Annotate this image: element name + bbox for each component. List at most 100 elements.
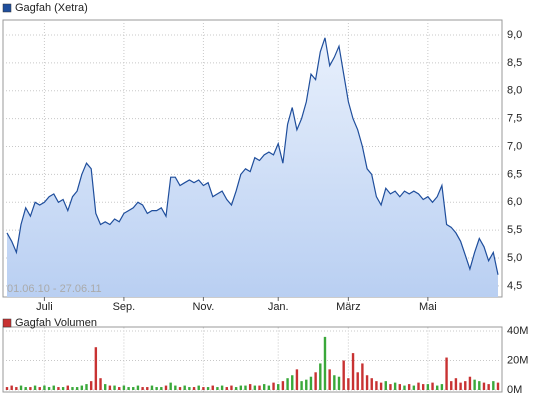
legend-label: Gagfah (Xetra) — [15, 2, 88, 14]
volume-bar — [300, 381, 303, 390]
volume-bar — [29, 387, 32, 390]
volume-bar — [333, 375, 336, 390]
volume-bar — [113, 385, 116, 390]
volume-bar — [164, 385, 168, 390]
volume-bar — [445, 357, 448, 390]
volume-bar — [136, 385, 140, 390]
volume-bar — [323, 336, 327, 390]
volume-bar — [15, 387, 18, 390]
volume-bar — [295, 369, 299, 390]
volume-bar — [206, 387, 210, 390]
x-tick-label: Jan. — [268, 301, 289, 313]
volume-bar — [258, 385, 261, 390]
volume-bar — [5, 387, 9, 390]
volume-bar — [239, 385, 243, 390]
legend-label: Gagfah Volumen — [15, 317, 97, 329]
volume-bar — [253, 385, 257, 390]
legend-swatch — [2, 3, 12, 13]
volume-bar — [10, 385, 13, 390]
volume-bar — [178, 387, 182, 390]
volume-bar — [80, 385, 84, 390]
volume-bar — [286, 378, 289, 390]
volume-bar — [174, 385, 177, 390]
volume-bar — [248, 384, 252, 390]
volume-bar — [398, 384, 401, 390]
x-tick-label: Mai — [419, 301, 437, 313]
y-tick-label: 7,5 — [507, 113, 522, 125]
volume-bar — [478, 381, 481, 390]
volume-bar — [85, 384, 88, 390]
volume-bar — [104, 384, 107, 390]
y-tick-label: 20M — [507, 354, 528, 366]
volume-bar — [19, 385, 23, 390]
volume-bar — [89, 381, 93, 390]
volume-bar — [291, 375, 294, 390]
volume-bar — [230, 385, 233, 390]
x-tick-label: Sep. — [113, 301, 136, 313]
volume-bar — [132, 387, 135, 390]
volume-bar — [160, 387, 163, 390]
y-tick-label: 5,0 — [507, 252, 522, 264]
volume-bar — [370, 378, 373, 390]
volume-bar — [482, 382, 486, 390]
volume-bar — [412, 385, 416, 390]
volume-bar — [384, 381, 387, 390]
volume-bar — [225, 387, 228, 390]
volume-bar — [197, 385, 200, 390]
volume-bar — [407, 384, 411, 390]
volume-bar — [272, 382, 275, 390]
volume-bar — [440, 384, 444, 390]
volume-bar — [426, 384, 430, 390]
volume-bar — [309, 376, 313, 390]
x-tick-label: März — [336, 301, 360, 313]
volume-bar — [141, 387, 144, 390]
volume-bar — [202, 387, 205, 390]
y-tick-label: 8,5 — [507, 57, 522, 69]
volume-bar — [150, 385, 154, 390]
volume-bar — [277, 384, 280, 390]
y-tick-label: 0M — [507, 384, 522, 396]
volume-bar — [281, 381, 285, 390]
volume-bar — [211, 385, 214, 390]
y-tick-label: 7,0 — [507, 140, 522, 152]
volume-panel — [2, 326, 503, 393]
volume-bar — [328, 369, 331, 390]
x-tick-label: Juli — [36, 301, 53, 313]
volume-bar — [122, 385, 126, 390]
volume-bar — [347, 378, 350, 390]
volume-bar — [183, 385, 186, 390]
volume-bar — [71, 387, 74, 390]
volume-bar — [365, 375, 369, 390]
volume-bar — [52, 385, 55, 390]
volume-bar — [361, 363, 364, 390]
volume-bar — [337, 376, 341, 390]
volume-bar — [356, 372, 359, 390]
legend-swatch — [2, 318, 12, 328]
volume-bar — [94, 347, 98, 390]
price-line — [6, 37, 499, 275]
volume-bar — [43, 385, 46, 390]
volume-bar — [314, 372, 317, 390]
volume-bar — [393, 382, 397, 390]
volume-bar — [379, 382, 383, 390]
volume-bar — [38, 387, 41, 390]
volume-bar — [57, 387, 60, 390]
y-tick-label: 4,5 — [507, 280, 522, 292]
volume-bar — [47, 387, 51, 390]
y-tick-label: 9,0 — [507, 29, 522, 41]
volume-bar — [61, 387, 65, 390]
volume-bar — [389, 384, 392, 390]
volume-bar — [403, 385, 406, 390]
volume-bar — [146, 387, 149, 390]
volume-bar — [244, 385, 247, 390]
volume-bar — [375, 381, 378, 390]
volume-bar — [342, 360, 345, 390]
volume-bar — [468, 376, 472, 390]
volume-bar — [319, 363, 322, 390]
volume-bar — [262, 384, 266, 390]
volume-bar — [24, 387, 27, 390]
volume-bar — [473, 379, 476, 390]
volume-bar — [492, 381, 495, 390]
date-range: 01.06.10 - 27.06.11 — [7, 283, 102, 295]
